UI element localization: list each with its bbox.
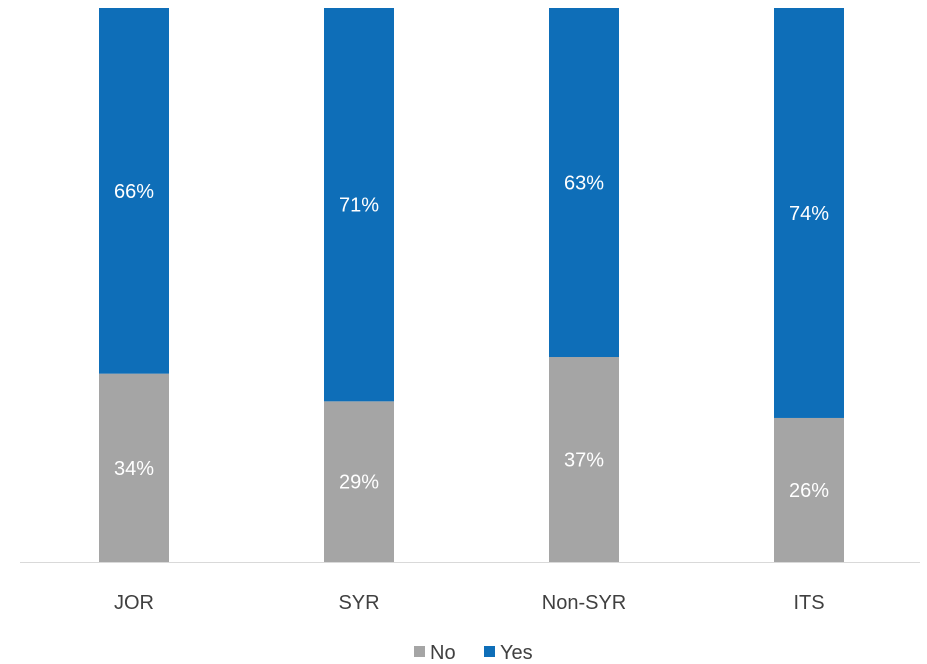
legend-swatch-no	[414, 646, 425, 657]
bar-jor-no	[99, 373, 169, 562]
value-label-its-yes: 74%	[789, 203, 829, 225]
category-labels-group: JOR SYR Non-SYR ITS	[114, 592, 825, 614]
category-label: Non-SYR	[542, 592, 626, 614]
bar-its-yes	[774, 8, 844, 418]
value-label-syr-no: 29%	[339, 472, 379, 494]
bar-non-syr-no	[549, 357, 619, 562]
value-label-non-syr-yes: 63%	[564, 173, 604, 195]
category-label: ITS	[793, 592, 824, 614]
bar-syr-yes	[324, 8, 394, 402]
value-label-its-no: 26%	[789, 480, 829, 502]
legend-label-yes: Yes	[500, 642, 533, 664]
value-label-jor-yes: 66%	[114, 181, 154, 203]
value-label-non-syr-no: 37%	[564, 450, 604, 472]
bar-non-syr-yes	[549, 8, 619, 358]
bars-group	[99, 8, 844, 562]
value-label-syr-yes: 71%	[339, 195, 379, 217]
category-label: SYR	[338, 592, 379, 614]
bar-syr-no	[324, 401, 394, 562]
legend-label-no: No	[430, 642, 456, 664]
bar-jor-yes	[99, 8, 169, 374]
legend: No Yes	[414, 642, 533, 664]
value-labels-group: 34% 66% 29% 71% 37% 63% 26% 74%	[114, 173, 829, 502]
bar-its-no	[774, 417, 844, 562]
legend-swatch-yes	[484, 646, 495, 657]
category-label: JOR	[114, 592, 154, 614]
value-label-jor-no: 34%	[114, 458, 154, 480]
